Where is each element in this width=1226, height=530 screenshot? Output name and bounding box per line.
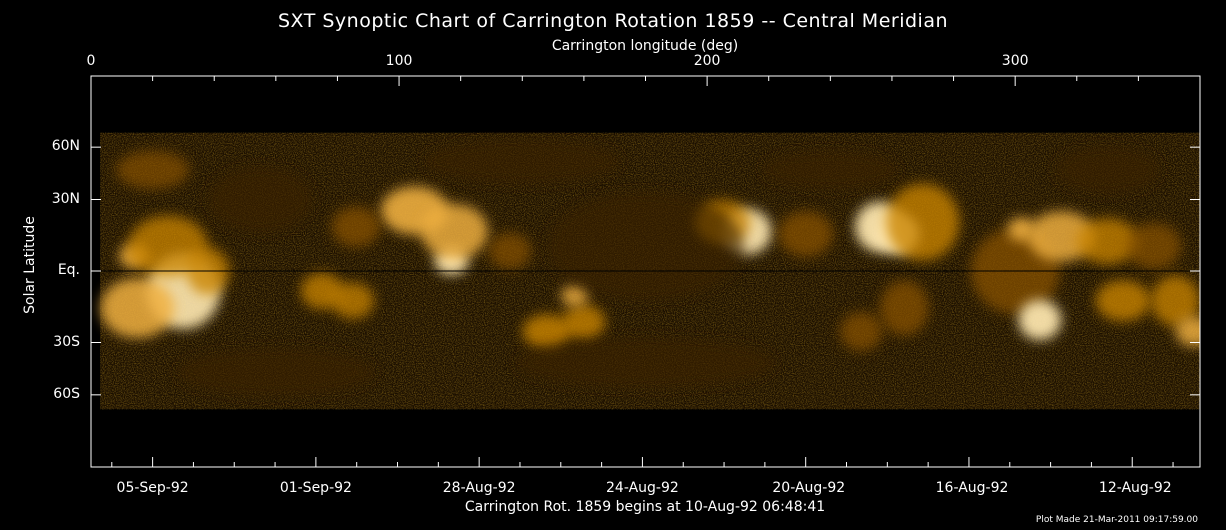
bottom-date-label-4: 20-Aug-92 [772, 480, 846, 496]
y-tick-label-1: 30N [51, 190, 80, 207]
active-region-29 [1150, 275, 1200, 327]
active-region-28 [1095, 280, 1151, 322]
active-region-21 [879, 280, 929, 336]
active-region-3 [128, 215, 208, 277]
active-region-22 [839, 311, 883, 351]
y-tick-label-2: Eq. [57, 262, 80, 278]
chart-title: SXT Synoptic Chart of Carrington Rotatio… [277, 10, 949, 32]
active-region-13 [560, 284, 589, 307]
active-region-34 [516, 337, 775, 388]
bottom-date-label-0: 05-Sep-92 [116, 480, 189, 496]
active-region-11 [522, 314, 572, 349]
bottom-date-label-1: 01-Sep-92 [279, 480, 352, 496]
active-region-30 [1175, 316, 1200, 347]
top-axis-label: Carrington longitude (deg) [551, 38, 739, 54]
bottom-date-label-6: 12-Aug-92 [1098, 480, 1172, 496]
active-region-36 [1055, 146, 1160, 194]
rotation-caption: Carrington Rot. 1859 begins at 10-Aug-92… [464, 499, 826, 515]
plot-made-stamp: Plot Made 21-Mar-2011 09:17:59.00 [1035, 515, 1198, 525]
active-region-25 [1076, 218, 1139, 265]
active-region-12 [562, 304, 606, 340]
active-region-39 [115, 150, 190, 190]
active-region-33 [547, 192, 744, 301]
active-region-27 [1018, 299, 1062, 340]
active-region-37 [762, 150, 898, 190]
active-region-20 [885, 183, 960, 261]
active-region-24 [1027, 211, 1096, 262]
top-tick-label-3: 300 [1001, 53, 1029, 69]
bottom-date-label-3: 24-Aug-92 [606, 480, 679, 496]
active-region-32 [208, 166, 313, 233]
active-region-14 [488, 232, 532, 270]
active-region-1 [100, 278, 175, 338]
active-region-31 [1126, 223, 1182, 270]
y-tick-label-3: 30S [53, 333, 80, 350]
top-tick-label-1: 100 [385, 53, 413, 69]
active-region-26 [1007, 217, 1036, 242]
active-region-38 [423, 139, 621, 184]
active-region-10 [331, 282, 375, 319]
bottom-date-label-5: 16-Aug-92 [935, 480, 1009, 496]
active-region-8 [331, 206, 381, 248]
active-region-35 [177, 348, 375, 396]
y-tick-label-4: 60S [53, 385, 80, 402]
active-region-17 [778, 211, 834, 257]
bottom-date-label-2: 28-Aug-92 [442, 480, 516, 496]
active-region-7 [420, 204, 489, 260]
top-tick-label-0: 0 [86, 53, 96, 69]
top-tick-label-2: 200 [693, 53, 721, 69]
y-tick-label-0: 60N [51, 138, 80, 155]
